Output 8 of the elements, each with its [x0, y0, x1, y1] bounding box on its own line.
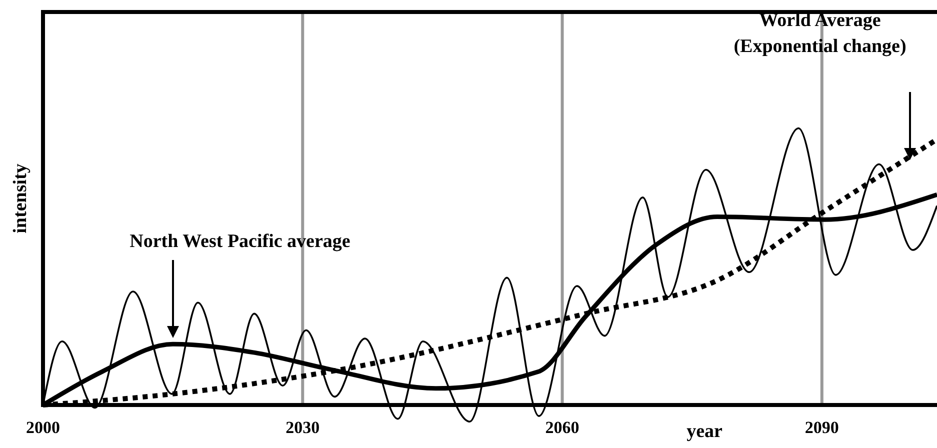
x-axis-title: year: [686, 421, 724, 442]
x-tick-label: 2000: [26, 418, 60, 437]
text: World Average (Exponential change): [734, 10, 906, 57]
x-tick-label: 2030: [286, 418, 320, 437]
x-tick-label: 2090: [804, 418, 839, 437]
x-tick-label: 2060: [545, 418, 580, 437]
annotation: North West Pacific average: [130, 231, 350, 252]
y-axis-title: intensity: [10, 163, 31, 234]
